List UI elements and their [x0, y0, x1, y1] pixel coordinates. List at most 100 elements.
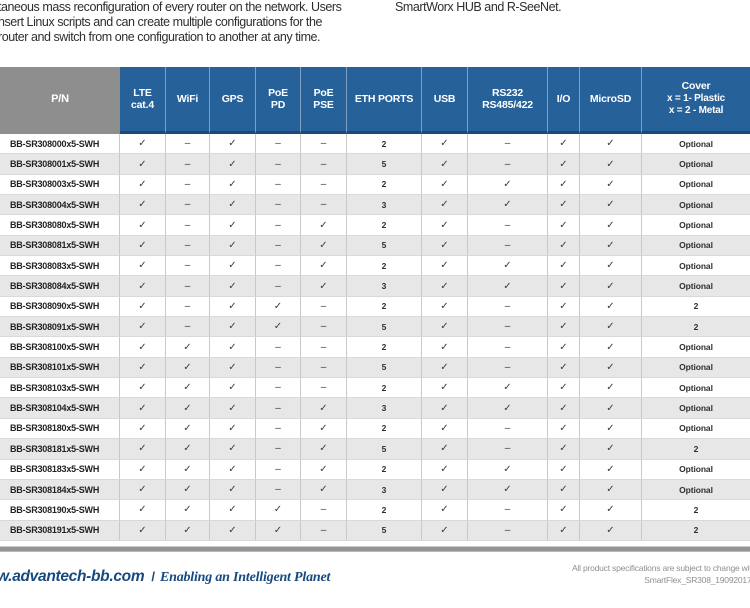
- cell-lte: ✓: [120, 195, 166, 216]
- cell-wifi: –: [166, 154, 210, 175]
- table-row: BB-SR308103x5-SWH ✓ ✓ ✓ – –2 ✓ ✓ ✓ ✓ Optional: [0, 378, 750, 399]
- header-cell-cover-line: x = 2 - Metal: [668, 105, 724, 117]
- cell-pn: BB-SR308181x5-SWH: [0, 439, 120, 460]
- table-row: BB-SR308190x5-SWH ✓ ✓ ✓ ✓ –2 ✓ – ✓ ✓ 2: [0, 500, 750, 521]
- header-cell-rs232: RS232 RS485/422: [468, 67, 548, 134]
- table-row: BB-SR308004x5-SWH ✓ – ✓ – –3 ✓ ✓ ✓ ✓ Optional: [0, 195, 750, 216]
- cell-rs232: –: [468, 134, 548, 155]
- cell-usb: ✓: [422, 134, 468, 155]
- cell-poe-pd: –: [256, 418, 301, 440]
- cell-poe-pse: ✓: [301, 459, 347, 480]
- cell-wifi: ✓: [166, 459, 210, 480]
- header-cell-poe-pse: PoE PSE: [301, 67, 347, 134]
- cell-io: ✓: [548, 174, 580, 196]
- cell-wifi: ✓: [166, 479, 210, 501]
- table-row: BB-SR308001x5-SWH ✓ – ✓ – –5 ✓ – ✓ ✓ Optional: [0, 154, 750, 175]
- footer-slash: /: [151, 569, 155, 584]
- cell-poe-pse: –: [301, 357, 347, 379]
- website-text: w.advantech-bb.com: [0, 568, 145, 585]
- cell-cover: Optional: [642, 154, 750, 175]
- cell-usb: ✓: [422, 378, 468, 399]
- cell-poe-pd: –: [256, 357, 301, 379]
- cell-poe-pd: ✓: [256, 520, 301, 541]
- cell-microsd: ✓: [580, 398, 642, 419]
- cell-eth: 2: [347, 337, 422, 358]
- cell-gps: ✓: [210, 256, 256, 277]
- cell-lte: ✓: [120, 296, 166, 318]
- cell-microsd: ✓: [580, 337, 642, 358]
- cell-microsd: ✓: [580, 215, 642, 236]
- header-cell-poe-pd-line: PD: [270, 99, 286, 111]
- cell-poe-pd: –: [256, 276, 301, 297]
- table-row: BB-SR308091x5-SWH ✓ – ✓ ✓ –5 ✓ – ✓ ✓ 2: [0, 317, 750, 338]
- cell-rs232: ✓: [468, 174, 548, 196]
- cell-poe-pse: ✓: [301, 479, 347, 501]
- cell-io: ✓: [548, 418, 580, 440]
- header-cell-pn: P/N: [0, 67, 120, 134]
- cell-io: ✓: [548, 276, 580, 297]
- cell-gps: ✓: [210, 479, 256, 501]
- cell-wifi: ✓: [166, 520, 210, 541]
- spec-table-header-row: P/N LTE cat.4 WiFi GPS PoE PD PoE PSE ETH PORTS US…: [0, 67, 750, 134]
- header-cell-rs232-line: RS232: [491, 86, 524, 99]
- cell-usb: ✓: [422, 235, 468, 257]
- cell-gps: ✓: [210, 215, 256, 236]
- cell-pn: BB-SR308080x5-SWH: [0, 215, 120, 236]
- table-row: BB-SR308100x5-SWH ✓ ✓ ✓ – –2 ✓ – ✓ ✓ Optional: [0, 337, 750, 358]
- cell-eth: 3: [347, 276, 422, 297]
- cell-lte: ✓: [120, 256, 166, 277]
- table-row: BB-SR308184x5-SWH ✓ ✓ ✓ – ✓ 3 ✓ ✓ ✓ ✓ Optional: [0, 479, 750, 501]
- cell-pn: BB-SR308003x5-SWH: [0, 174, 120, 196]
- header-cell-rs232-line: RS485/422: [482, 99, 533, 111]
- cell-wifi: –: [166, 215, 210, 236]
- cell-cover: Optional: [642, 378, 750, 399]
- cell-eth: 2: [347, 134, 422, 155]
- cell-wifi: –: [166, 296, 210, 318]
- cell-usb: ✓: [422, 439, 468, 460]
- header-cell-poe-pd-line: PoE: [268, 86, 288, 99]
- cell-cover: Optional: [642, 134, 750, 155]
- header-cell-poe-pse-line: PSE: [313, 99, 334, 111]
- cell-wifi: ✓: [166, 418, 210, 440]
- cell-usb: ✓: [422, 296, 468, 318]
- table-row: BB-SR308081x5-SWH ✓ – ✓ – ✓ 5 ✓ – ✓ ✓ Optional: [0, 235, 750, 257]
- cell-poe-pse: ✓: [301, 418, 347, 440]
- cell-poe-pse: –: [301, 195, 347, 216]
- table-row: BB-SR308080x5-SWH ✓ – ✓ – ✓ 2 ✓ – ✓ ✓ Optional: [0, 215, 750, 236]
- cell-pn: BB-SR308190x5-SWH: [0, 500, 120, 521]
- cell-poe-pd: –: [256, 154, 301, 175]
- cell-usb: ✓: [422, 500, 468, 521]
- header-cell-eth: ETH PORTS: [347, 67, 422, 134]
- header-cell-microsd: MicroSD: [580, 67, 642, 134]
- cell-wifi: ✓: [166, 398, 210, 419]
- header-cell-cover: Cover x = 1- Plastic x = 2 - Metal: [642, 67, 750, 134]
- cell-gps: ✓: [210, 276, 256, 297]
- cell-usb: ✓: [422, 195, 468, 216]
- cell-pn: BB-SR308100x5-SWH: [0, 337, 120, 358]
- cell-pn: BB-SR308184x5-SWH: [0, 479, 120, 501]
- cell-poe-pd: –: [256, 174, 301, 196]
- cell-cover: 2: [642, 521, 750, 541]
- cell-pn: BB-SR308183x5-SWH: [0, 459, 120, 480]
- header-cell-cover-line: Cover: [681, 80, 711, 93]
- cell-poe-pse: ✓: [301, 256, 347, 277]
- cell-cover: 2: [642, 317, 750, 338]
- cell-poe-pse: ✓: [301, 235, 347, 257]
- cell-io: ✓: [548, 500, 580, 521]
- cell-pn: BB-SR308191x5-SWH: [0, 520, 120, 541]
- cell-pn: BB-SR308091x5-SWH: [0, 317, 120, 338]
- cell-poe-pd: –: [256, 235, 301, 257]
- cell-usb: ✓: [422, 418, 468, 440]
- cell-gps: ✓: [210, 195, 256, 216]
- cell-usb: ✓: [422, 520, 468, 541]
- cell-lte: ✓: [120, 500, 166, 521]
- cell-poe-pse: –: [301, 134, 347, 155]
- table-row: BB-SR308083x5-SWH ✓ – ✓ – ✓ 2 ✓ ✓ ✓ ✓ Optional: [0, 256, 750, 277]
- cell-gps: ✓: [210, 174, 256, 196]
- cell-wifi: –: [166, 317, 210, 338]
- cell-gps: ✓: [210, 317, 256, 338]
- cell-cover: Optional: [642, 256, 750, 277]
- cell-eth: 2: [347, 378, 422, 399]
- product-spec-table: P/N LTE cat.4 WiFi GPS PoE PD PoE PSE ETH PORTS US…: [0, 67, 750, 541]
- cell-eth: 2: [347, 500, 422, 521]
